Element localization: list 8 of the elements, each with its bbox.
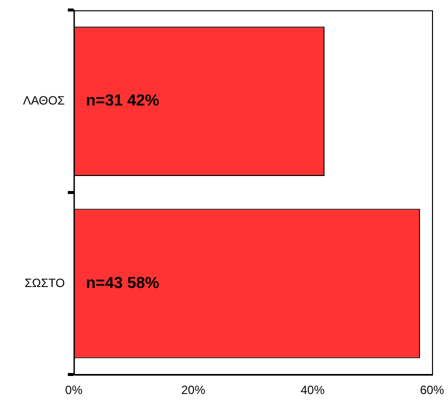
x-tick-label: 20% xyxy=(181,383,206,398)
x-tick-label: 60% xyxy=(420,383,444,398)
y-tick-label: ΣΩΣΤΟ xyxy=(24,276,65,290)
data-label: n=43 58% xyxy=(86,274,160,292)
x-tick-label: 40% xyxy=(300,383,325,398)
x-tick-label: 0% xyxy=(65,383,83,398)
data-label: n=31 42% xyxy=(86,92,160,110)
y-tick-label: ΛΑΘΟΣ xyxy=(22,94,65,108)
